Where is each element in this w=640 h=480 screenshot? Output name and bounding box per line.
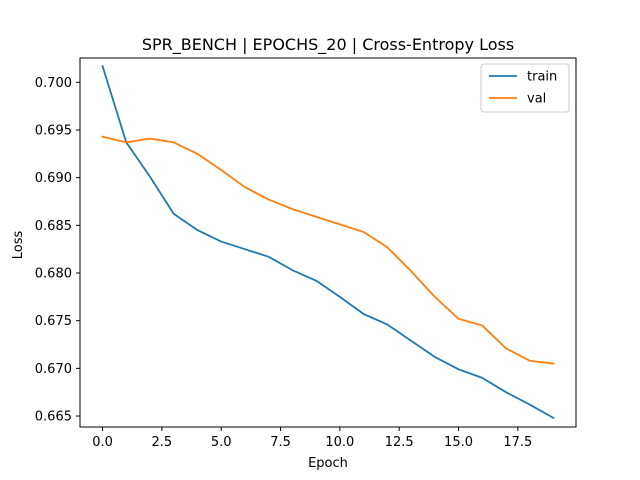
legend-label-train: train bbox=[527, 70, 557, 85]
x-axis-label: Epoch bbox=[308, 456, 348, 471]
series-line-train bbox=[101, 64, 555, 420]
x-tick-label: 10.0 bbox=[325, 435, 354, 450]
y-tick-label: 0.665 bbox=[35, 410, 72, 425]
y-tick-label: 0.670 bbox=[35, 362, 72, 377]
legend-label-val: val bbox=[527, 92, 546, 107]
chart-title: SPR_BENCH | EPOCHS_20 | Cross-Entropy Lo… bbox=[142, 35, 514, 55]
series-line-val bbox=[101, 135, 555, 365]
axes-frame bbox=[79, 57, 577, 428]
x-tick-label: 5.0 bbox=[211, 435, 232, 450]
x-tick-label: 0.0 bbox=[92, 435, 113, 450]
x-tick-label: 17.5 bbox=[503, 435, 532, 450]
x-tick-label: 15.0 bbox=[444, 435, 473, 450]
y-tick-label: 0.685 bbox=[35, 219, 72, 234]
x-tick-label: 7.5 bbox=[270, 435, 291, 450]
y-tick-label: 0.695 bbox=[35, 123, 72, 138]
y-tick-label: 0.675 bbox=[35, 314, 72, 329]
y-tick-label: 0.700 bbox=[35, 76, 72, 91]
y-tick-label: 0.680 bbox=[35, 267, 72, 282]
y-axis-label: Loss bbox=[11, 231, 26, 260]
y-tick-label: 0.690 bbox=[35, 171, 72, 186]
plot-area: 0.0 2.5 5.0 7.5 10.0 12.5 15.0 17.5 0.665 0.670 0.… bbox=[35, 57, 577, 450]
x-tick-label: 2.5 bbox=[152, 435, 173, 450]
x-tick-label: 12.5 bbox=[385, 435, 414, 450]
